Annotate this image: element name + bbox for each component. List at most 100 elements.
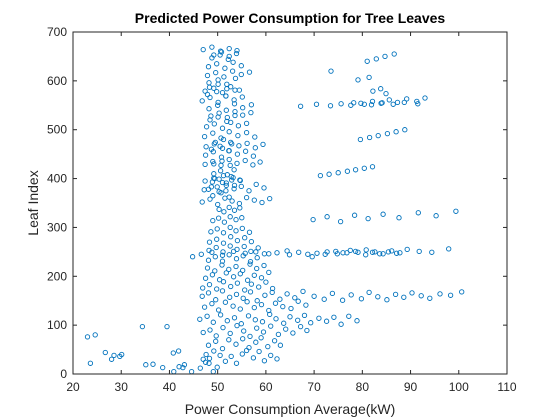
data-point	[252, 317, 258, 323]
plot-frame	[72, 31, 508, 375]
data-point	[222, 299, 229, 305]
data-point	[220, 230, 227, 236]
data-point	[235, 123, 242, 129]
data-point	[214, 236, 220, 242]
data-point	[213, 69, 219, 76]
data-point	[384, 130, 391, 137]
x-tick-label: 110	[497, 380, 516, 394]
data-point	[409, 290, 415, 296]
data-point	[352, 167, 359, 173]
data-point	[237, 177, 243, 184]
data-point	[210, 319, 216, 325]
data-point	[339, 297, 346, 303]
data-point	[258, 301, 265, 308]
data-point	[203, 124, 210, 130]
data-point	[232, 75, 239, 82]
data-point	[284, 248, 290, 254]
data-point	[380, 211, 386, 217]
data-point	[205, 64, 212, 70]
data-point	[244, 277, 251, 283]
data-point	[338, 321, 344, 327]
data-point	[226, 194, 232, 200]
data-point	[253, 181, 259, 188]
data-point	[244, 299, 250, 305]
data-point	[207, 196, 213, 202]
data-point	[243, 129, 250, 136]
data-point	[258, 275, 265, 281]
data-point	[355, 249, 361, 255]
data-point	[404, 96, 410, 102]
data-point	[150, 361, 156, 367]
data-point	[228, 234, 234, 240]
data-point	[202, 178, 208, 184]
data-point	[205, 342, 212, 348]
data-point	[327, 103, 334, 109]
data-point	[231, 186, 237, 192]
data-point	[275, 331, 282, 338]
data-point	[229, 68, 236, 74]
data-point	[206, 355, 213, 362]
data-point	[239, 351, 245, 357]
data-point	[206, 106, 212, 112]
data-point	[233, 263, 239, 270]
data-point	[164, 323, 170, 330]
x-tick-label: 30	[115, 380, 129, 394]
data-point	[404, 246, 410, 253]
data-point	[326, 171, 332, 177]
data-point	[222, 195, 228, 201]
data-point	[337, 218, 344, 225]
data-point	[235, 132, 241, 139]
data-point	[378, 86, 384, 92]
data-point	[223, 180, 229, 186]
data-point	[238, 321, 244, 327]
data-point	[213, 297, 219, 303]
data-point	[316, 315, 322, 321]
data-point	[233, 360, 240, 366]
x-tick-label: 80	[356, 380, 370, 394]
data-point	[199, 98, 205, 104]
data-point	[231, 182, 238, 189]
data-point	[236, 200, 243, 207]
data-point	[219, 345, 226, 352]
data-points	[84, 44, 465, 375]
data-point	[392, 291, 399, 298]
data-point	[250, 153, 257, 159]
data-point	[391, 51, 397, 57]
y-tick-label: 400	[47, 172, 67, 186]
data-point	[244, 140, 250, 147]
data-point	[208, 146, 215, 152]
data-point	[247, 333, 253, 340]
data-point	[261, 251, 268, 257]
data-point	[269, 285, 276, 292]
data-point	[261, 262, 267, 269]
data-point	[223, 188, 229, 194]
data-point	[229, 198, 235, 204]
data-point	[219, 288, 226, 294]
data-point	[214, 286, 220, 292]
data-point	[234, 237, 241, 244]
data-point	[240, 336, 246, 342]
data-point	[230, 274, 237, 280]
data-point	[218, 154, 225, 160]
x-tick-label: 20	[66, 380, 80, 394]
data-point	[433, 213, 439, 219]
data-point	[217, 168, 224, 174]
data-point	[212, 254, 218, 260]
data-point	[234, 280, 241, 286]
data-point	[308, 320, 314, 326]
data-point	[226, 337, 232, 343]
data-point	[224, 114, 230, 121]
data-point	[205, 290, 212, 296]
data-point	[252, 134, 258, 140]
data-point	[246, 188, 252, 194]
data-point	[271, 338, 278, 344]
data-point	[231, 315, 238, 321]
data-point	[241, 243, 247, 250]
data-point	[232, 87, 238, 93]
data-point	[228, 173, 234, 180]
y-tick-label: 300	[47, 220, 67, 234]
data-point	[220, 172, 227, 179]
data-point	[219, 262, 225, 268]
data-point	[268, 352, 274, 359]
data-point	[139, 323, 146, 330]
